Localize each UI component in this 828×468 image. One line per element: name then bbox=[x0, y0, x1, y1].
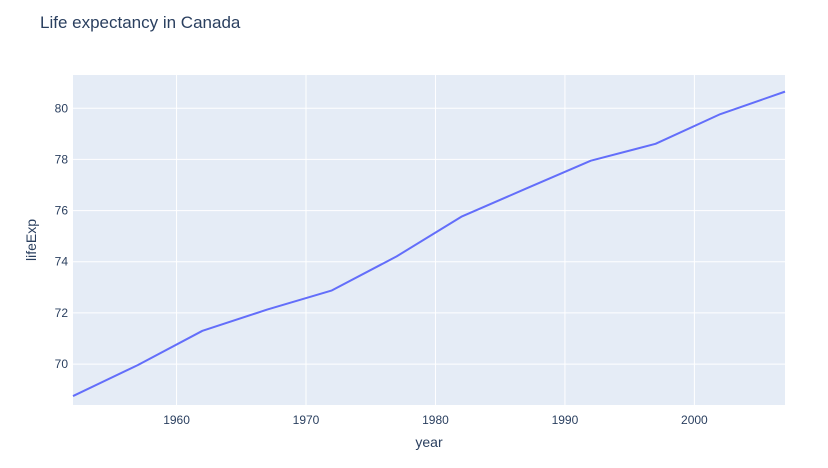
x-tick-label: 1990 bbox=[552, 413, 579, 427]
x-tick-label: 1970 bbox=[293, 413, 320, 427]
x-tick-label: 1980 bbox=[422, 413, 449, 427]
y-tick-label: 80 bbox=[55, 101, 69, 115]
y-axis-label: lifeExp bbox=[23, 219, 39, 261]
y-tick-label: 72 bbox=[55, 306, 69, 320]
series-line bbox=[72, 90, 786, 397]
plot-area bbox=[73, 75, 785, 405]
y-tick-label: 78 bbox=[55, 152, 69, 166]
y-tick-label: 76 bbox=[55, 204, 69, 218]
y-tick-label: 70 bbox=[55, 357, 69, 371]
x-tick-label: 2000 bbox=[681, 413, 708, 427]
x-gridlines bbox=[176, 75, 695, 405]
x-tick-labels: 1960 1970 1980 1990 2000 bbox=[163, 413, 708, 427]
y-tick-labels: 70 72 74 76 78 80 bbox=[55, 101, 69, 371]
x-axis-label: year bbox=[415, 434, 443, 450]
x-tick-label: 1960 bbox=[163, 413, 190, 427]
series-group bbox=[72, 90, 786, 397]
y-gridlines bbox=[73, 107, 785, 365]
y-tick-label: 74 bbox=[55, 255, 69, 269]
chart-title: Life expectancy in Canada bbox=[40, 13, 241, 32]
